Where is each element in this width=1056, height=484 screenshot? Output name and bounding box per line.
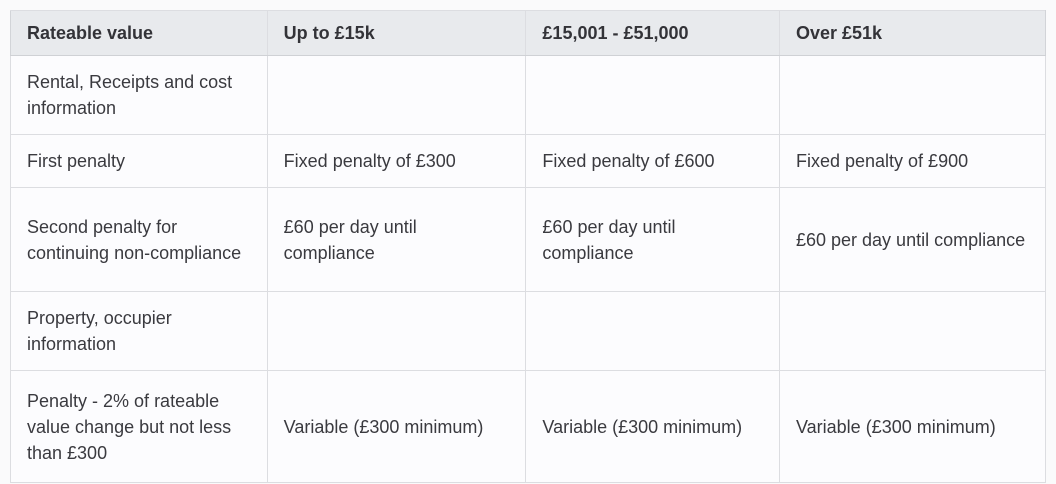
value-cell — [266, 291, 527, 371]
value-cell: Fixed penalty of £600 — [525, 134, 780, 188]
row-label-cell: Rental, Receipts and cost information — [10, 55, 268, 135]
value-cell: Variable (£300 minimum) — [266, 370, 527, 483]
value-cell — [266, 55, 527, 135]
row-label-cell: First penalty — [10, 134, 268, 188]
table-header: Rateable value Up to £15k £15,001 - £51,… — [10, 10, 1047, 56]
column-header-15001-51000: £15,001 - £51,000 — [525, 10, 780, 56]
value-cell — [778, 291, 1047, 371]
value-cell — [778, 55, 1047, 135]
value-cell: £60 per day until compliance — [525, 187, 780, 292]
table-row-property-occupier: Property, occupier information — [10, 291, 1047, 371]
column-header-rateable-value: Rateable value — [10, 10, 268, 56]
column-header-over-51k: Over £51k — [778, 10, 1047, 56]
value-cell: Variable (£300 minimum) — [525, 370, 780, 483]
table-body: Rental, Receipts and cost information Fi… — [10, 55, 1047, 483]
value-cell — [525, 55, 780, 135]
table-row-penalty-2-percent: Penalty - 2% of rateable value change bu… — [10, 370, 1047, 483]
table-row-rental-receipts: Rental, Receipts and cost information — [10, 55, 1047, 135]
value-cell: Variable (£300 minimum) — [778, 370, 1047, 483]
value-cell: £60 per day until compliance — [266, 187, 527, 292]
row-label-cell: Property, occupier information — [10, 291, 268, 371]
table-row-second-penalty: Second penalty for continuing non-compli… — [10, 187, 1047, 292]
header-row: Rateable value Up to £15k £15,001 - £51,… — [10, 10, 1047, 56]
value-cell: Fixed penalty of £900 — [778, 134, 1047, 188]
column-header-up-to-15k: Up to £15k — [266, 10, 527, 56]
row-label-cell: Second penalty for continuing non-compli… — [10, 187, 268, 292]
value-cell — [525, 291, 780, 371]
row-label-cell: Penalty - 2% of rateable value change bu… — [10, 370, 268, 483]
rateable-value-penalty-table: Rateable value Up to £15k £15,001 - £51,… — [10, 10, 1047, 483]
table-row-first-penalty: First penalty Fixed penalty of £300 Fixe… — [10, 134, 1047, 188]
value-cell: Fixed penalty of £300 — [266, 134, 527, 188]
value-cell: £60 per day until compliance — [778, 187, 1047, 292]
